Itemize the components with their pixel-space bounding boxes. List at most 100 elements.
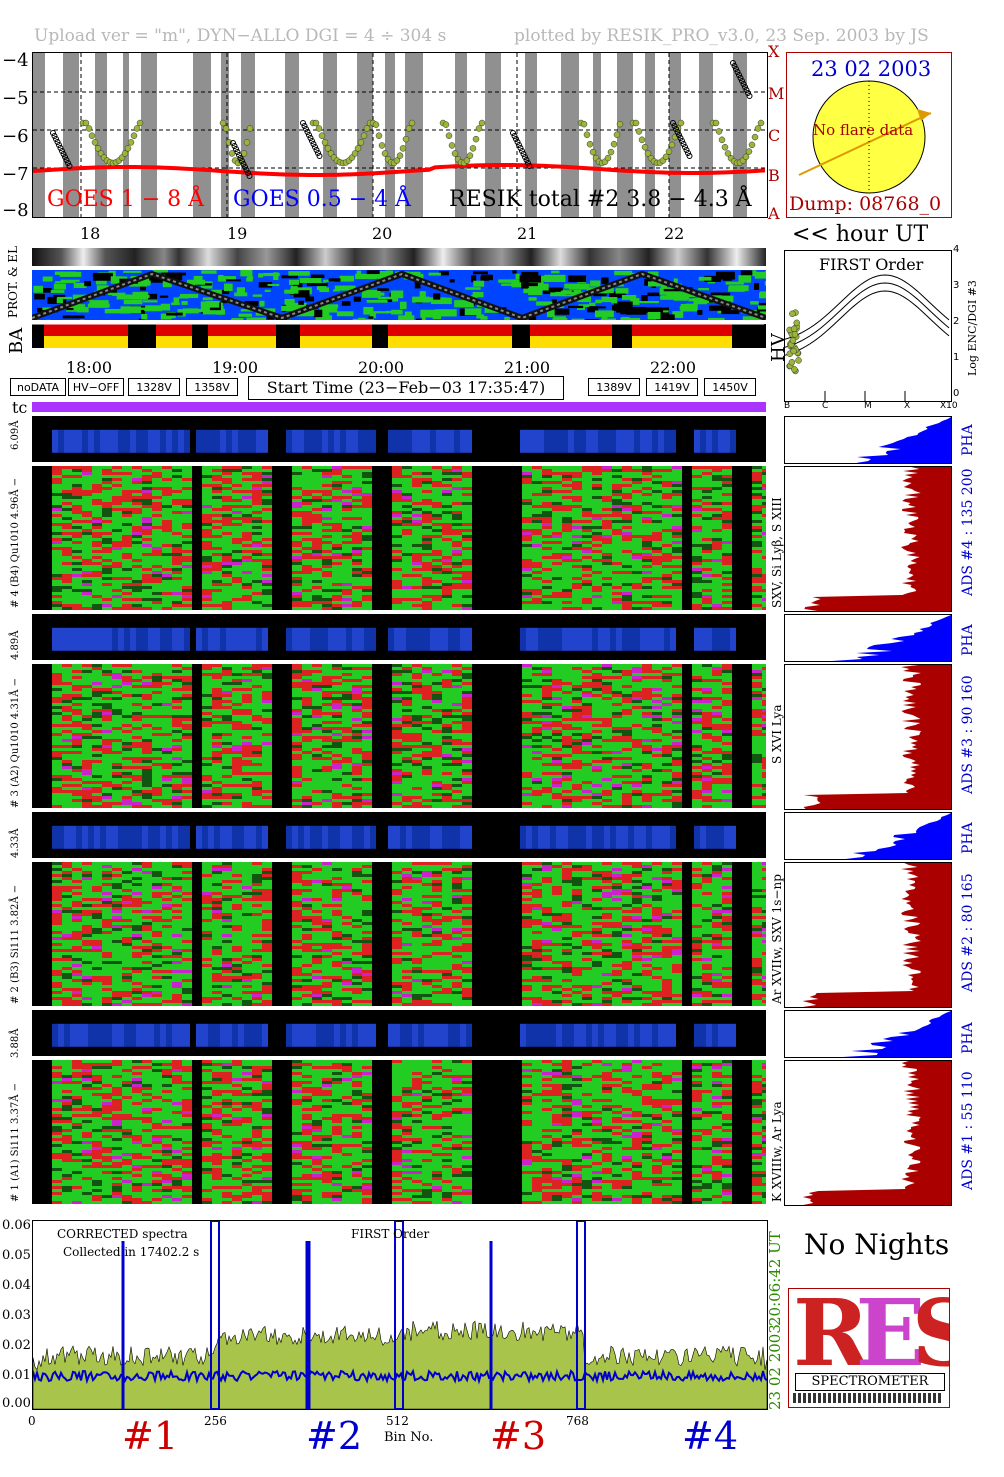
ads-cell [312,592,322,596]
ads-cell [332,595,342,599]
ads-cell [52,520,62,524]
resik-point [318,132,326,139]
ads-cell [162,664,172,668]
ads-cell [182,520,192,524]
ads-cell [92,778,102,782]
particle-blob [320,304,339,308]
ads-cell [352,595,362,599]
ads-cell [82,547,92,551]
ads-cell [62,595,72,599]
ads-cell [692,595,702,599]
ads-cell [162,517,172,521]
ads-cell [152,781,162,785]
ads-cell [532,529,542,533]
ads-cell [452,484,462,488]
ads-cell [352,502,362,506]
goes-point [231,143,238,149]
ads-cell [662,601,672,605]
ads-cell [532,499,542,503]
ads-cell [302,544,312,548]
ads-cell [172,781,182,785]
ads-cell [112,703,122,707]
ads-cell [432,583,442,587]
ads-cell [222,598,232,602]
ads-cell [92,742,102,746]
ads-cell [722,532,732,536]
ads-cell [392,526,402,530]
particle-blob [293,309,315,317]
goes-ytick: −7 [2,164,29,185]
ads-cell [562,487,572,491]
ads-cell [112,682,122,686]
ads-cell [212,520,222,524]
particle-blob [144,307,151,311]
ads-cell [322,775,332,779]
goes-point [50,130,56,136]
ads-cell [422,490,432,494]
ads-cell [592,466,602,470]
ads-cell [222,514,232,518]
ads-cell [652,598,662,602]
ads-cell [452,481,462,485]
ads-cell [642,559,652,563]
ads-cell [542,499,552,503]
ads-cell [712,481,722,485]
ads-cell [182,514,192,518]
ads-cell [752,589,762,593]
ads-cell [182,595,192,599]
ads-cell [572,598,582,602]
ads-cell [102,601,112,605]
ads-cell [442,568,452,572]
ads-cell [102,679,112,683]
ads-cell [182,775,192,779]
ads-cell [222,532,232,536]
particle-blob [371,270,391,279]
ads-cell [712,514,722,518]
pha-cell [454,627,460,651]
ads-cell [162,796,172,800]
particle-blob [570,291,589,295]
ads-cell [762,469,766,473]
ads-cell [602,553,612,557]
ads-cell [172,571,182,575]
ads-cell [82,793,92,797]
ads-cell [92,514,102,518]
ads-cell [52,724,62,728]
pha-cell [544,429,550,453]
ads-cell [452,595,462,599]
ads-cell [202,691,212,695]
ads-cell [672,607,682,610]
ads-cell [632,589,642,593]
legend-1389v: 1389V [588,378,640,396]
ads-cell [112,790,122,794]
pha-cell [454,429,460,453]
ads-cell [52,712,62,716]
ads-cell [662,472,672,476]
ads-cell [362,580,372,584]
pha-cell [412,429,418,453]
fo-xtick: M [864,401,872,411]
pha-cell [214,627,220,651]
ads-cell [262,535,272,539]
ads-cell [562,469,572,473]
ads-cell [342,469,352,473]
ads-cell [212,733,222,737]
ads-cell [92,583,102,587]
pha-cell [730,627,736,651]
ads-cell [592,469,602,473]
ads-cell [102,499,112,503]
ads-cell [242,772,252,776]
ads-cell [602,490,612,494]
ads-cell [312,580,322,584]
ads-cell [112,535,122,539]
ads-cell [142,475,152,479]
ads-cell [312,706,322,710]
ads-cell [662,466,672,470]
ads-cell [542,487,552,491]
ads-cell [222,745,232,749]
ads-cell [162,550,172,554]
particle-blob [718,295,734,303]
ads-cell [152,487,162,491]
ads-cell [582,547,592,551]
ads-cell [92,553,102,557]
